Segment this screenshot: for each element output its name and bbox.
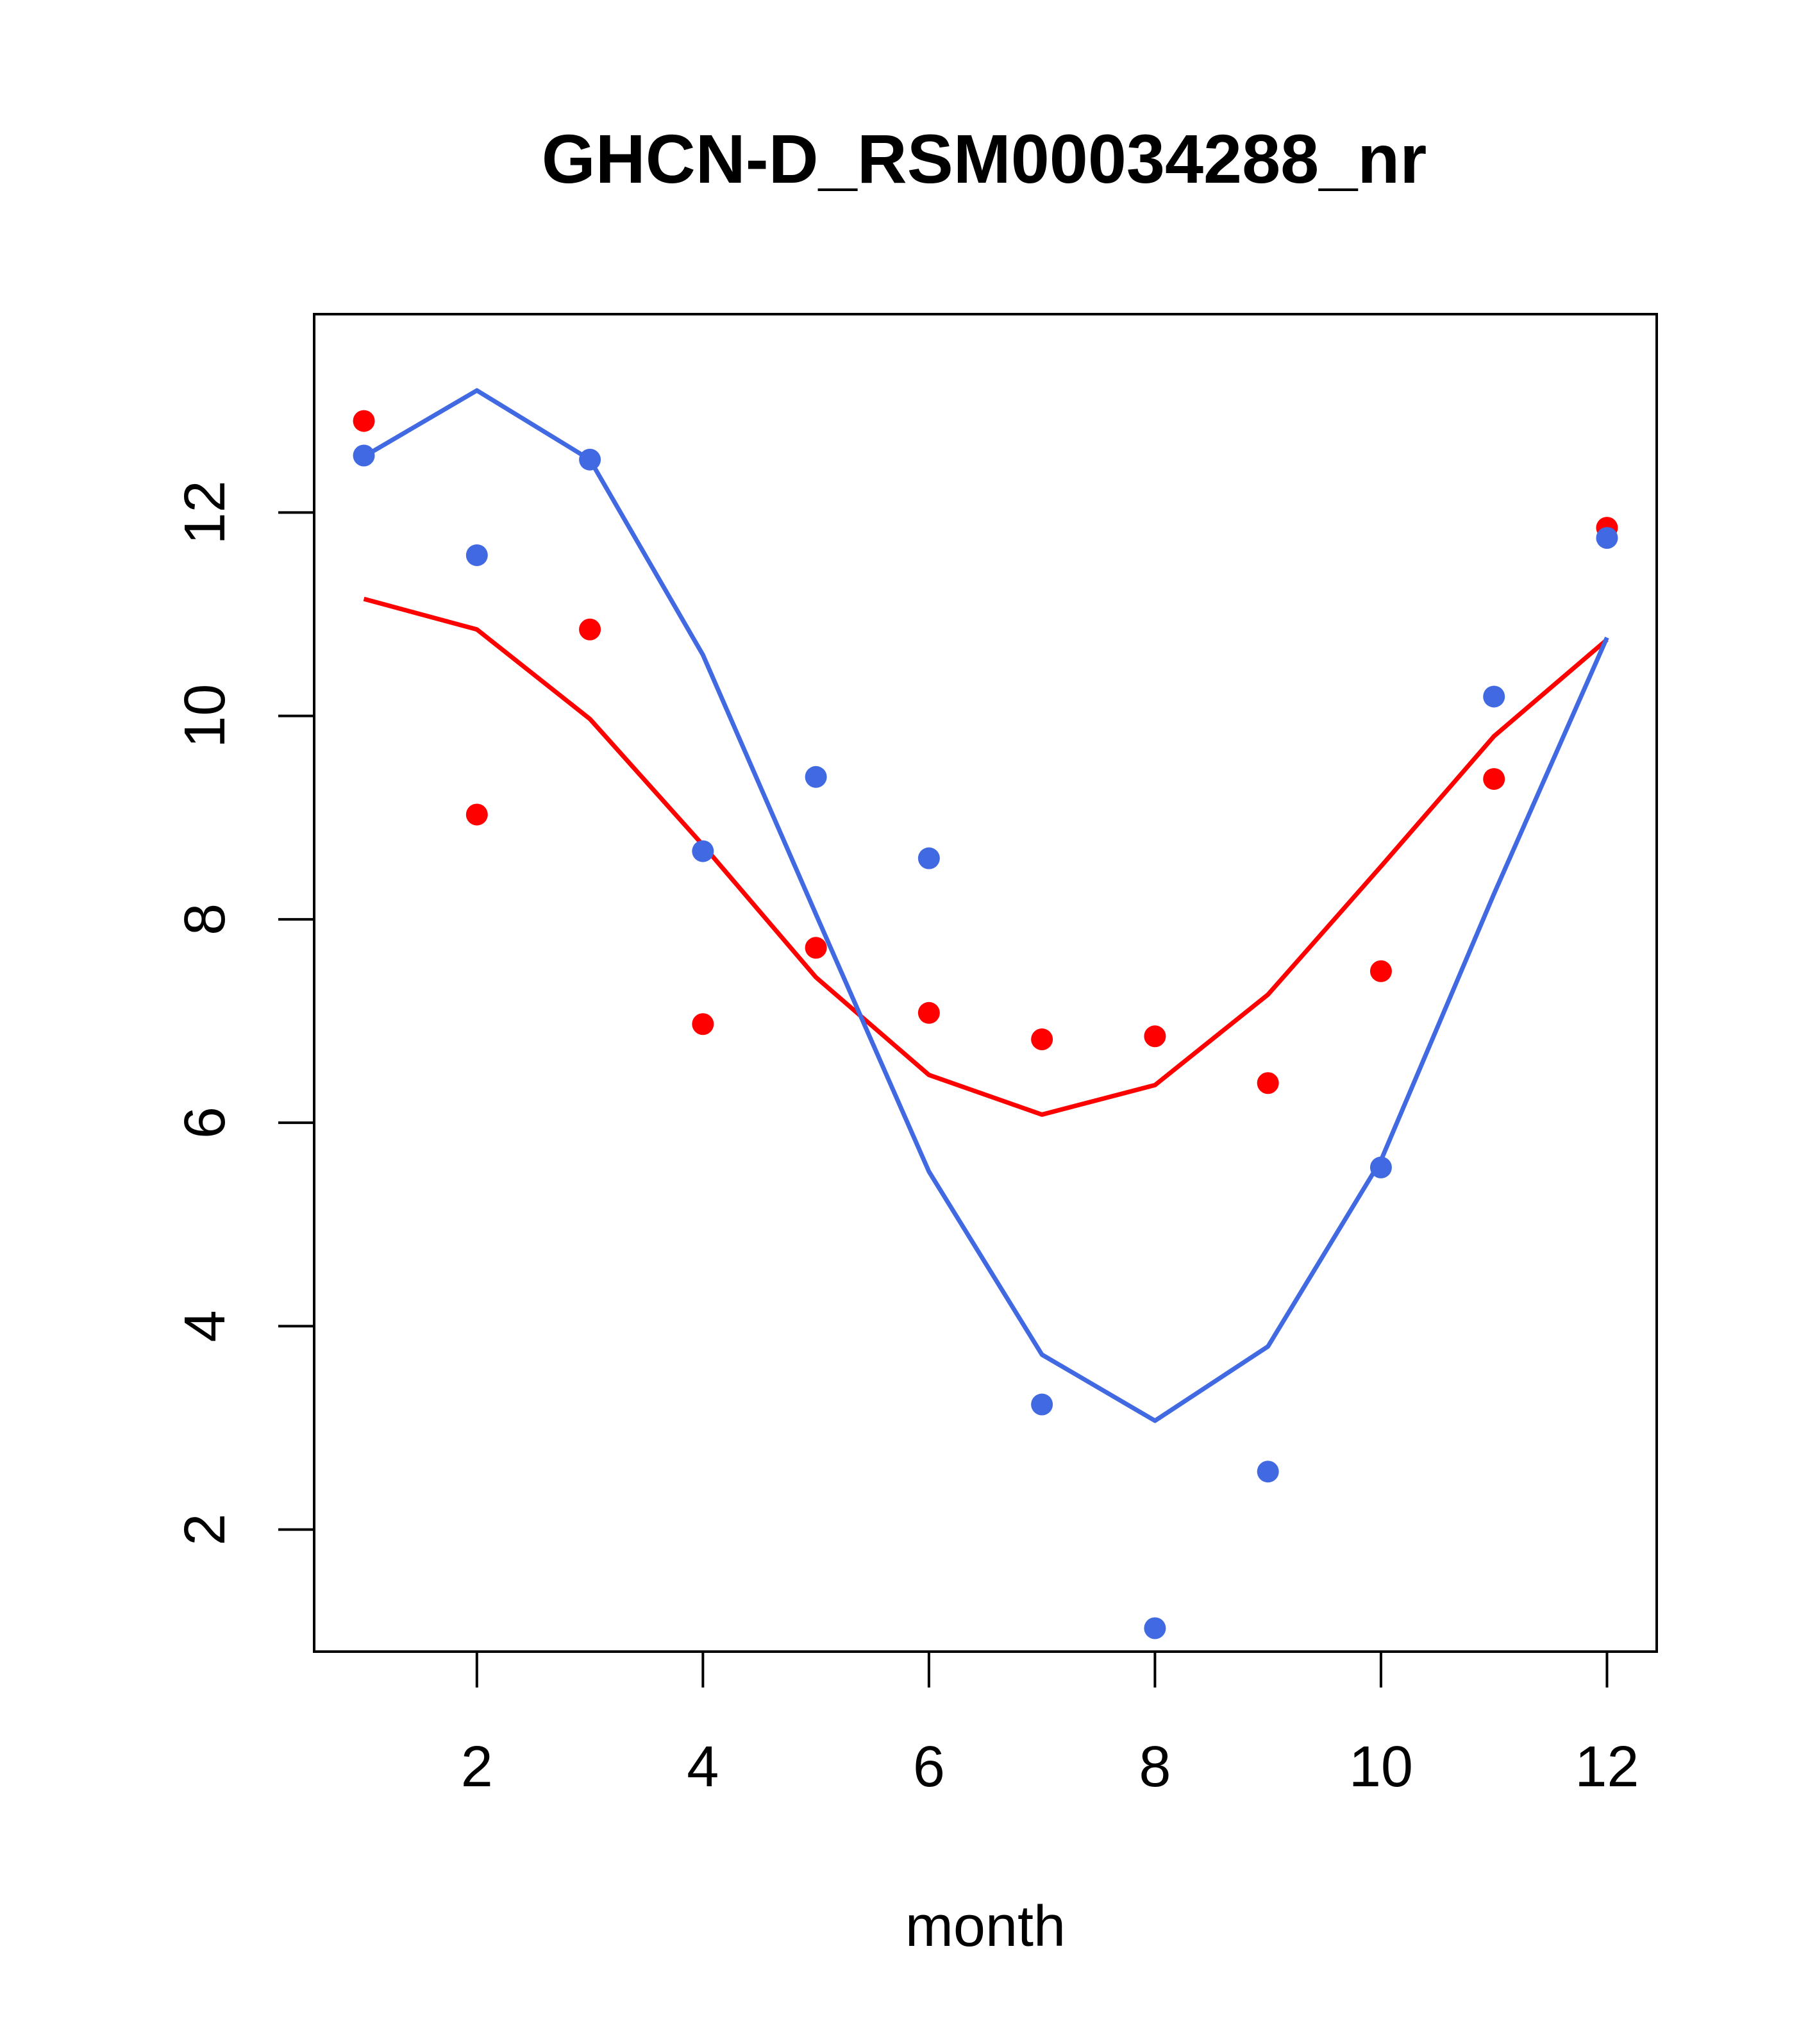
blue-series-line xyxy=(362,388,1609,1423)
blue-series-point xyxy=(1596,526,1618,549)
red-series-point xyxy=(805,937,827,959)
x-tick-label: 12 xyxy=(1575,1735,1639,1799)
y-tick-label: 2 xyxy=(173,1514,237,1546)
blue-series-point xyxy=(1257,1461,1279,1483)
red-series-point xyxy=(353,410,375,432)
blue-series-point xyxy=(1483,685,1505,708)
red-series-line xyxy=(363,596,1609,1117)
blue-series-point xyxy=(1369,1156,1392,1178)
series-points xyxy=(353,410,1618,1639)
x-axis: 2 4 6 8 10 12 xyxy=(461,1650,1639,1799)
blue-series-point xyxy=(465,544,488,566)
x-tick-label: 2 xyxy=(461,1735,493,1799)
y-tick-label: 4 xyxy=(173,1310,237,1342)
x-axis-label: month xyxy=(905,1895,1066,1959)
x-tick-label: 4 xyxy=(687,1735,719,1799)
y-tick-label: 6 xyxy=(173,1107,237,1139)
red-series-point xyxy=(465,803,488,826)
series-lines xyxy=(362,388,1609,1423)
x-tick-label: 10 xyxy=(1349,1735,1413,1799)
red-series-point xyxy=(1369,960,1392,982)
y-tick-label: 8 xyxy=(173,903,237,935)
red-series-point xyxy=(692,1013,714,1035)
blue-series-point xyxy=(917,847,940,869)
red-series-point xyxy=(1031,1028,1053,1051)
red-series-point xyxy=(1257,1072,1279,1094)
y-tick-label: 10 xyxy=(173,684,237,748)
blue-series-point xyxy=(1144,1617,1166,1639)
y-axis: 2 4 6 8 10 12 xyxy=(173,480,315,1546)
x-tick-label: 8 xyxy=(1139,1735,1171,1799)
blue-series-point xyxy=(692,840,714,862)
red-series-point xyxy=(917,1001,940,1024)
blue-series-point xyxy=(805,766,827,788)
blue-series-point xyxy=(579,448,601,471)
red-series-point xyxy=(579,618,601,641)
x-tick-label: 6 xyxy=(913,1735,945,1799)
blue-series-point xyxy=(1031,1393,1053,1416)
blue-series-point xyxy=(353,444,375,467)
chart-title: GHCN-D_RSM00034288_nr xyxy=(542,120,1427,197)
red-series-point xyxy=(1144,1025,1166,1048)
red-series-point xyxy=(1483,767,1505,790)
y-tick-label: 12 xyxy=(173,480,237,544)
